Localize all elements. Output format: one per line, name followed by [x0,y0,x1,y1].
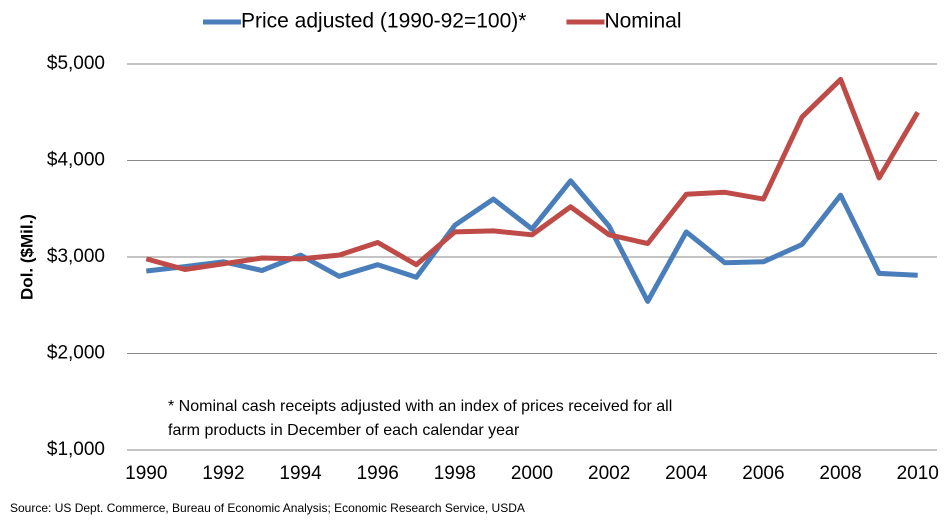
x-tick-label: 1992 [202,463,244,484]
series-line [145,76,920,272]
x-tick-label: 2000 [511,463,553,484]
y-tick-label: $2,000 [47,343,105,364]
annotation: farm products in December of each calend… [168,422,520,439]
y-tick-label: $1,000 [47,439,105,460]
source: Source: US Dept. Commerce, Bureau of Eco… [10,501,525,515]
y-tick-label: $4,000 [47,150,105,171]
x-tick-label: 2002 [588,463,630,484]
x-tick-label: 1996 [357,463,399,484]
x-tick-label: 1990 [125,463,167,484]
y-tick-label: $3,000 [47,246,105,267]
x-tick-label: 1998 [434,463,476,484]
x-tick-label: 2010 [897,463,939,484]
x-tick-label: 2008 [819,463,861,484]
y-axis-title: Dol. ($Mil.) [17,214,36,300]
y-tick-label: $5,000 [47,53,105,74]
legend-label: Price adjusted (1990-92=100)* [241,10,526,33]
x-tick-label: 1994 [279,463,322,484]
series-line [146,178,918,304]
x-tick-label: 2004 [665,463,708,484]
x-tick-label: 2006 [742,463,784,484]
annotation: * Nominal cash receipts adjusted with an… [168,398,672,415]
legend-label: Nominal [604,10,681,33]
